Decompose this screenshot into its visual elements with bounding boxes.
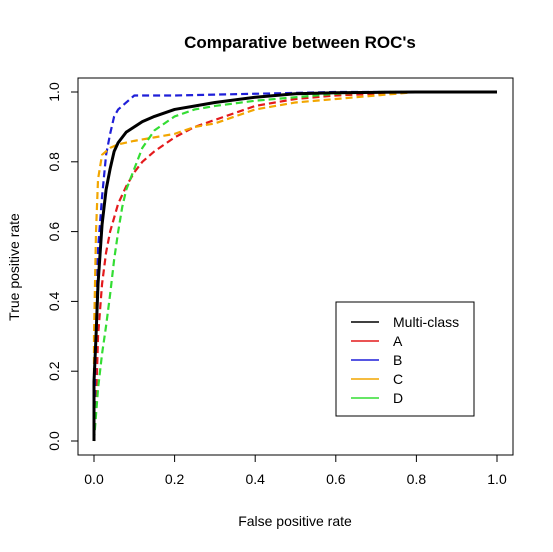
y-tick-label: 0.8 bbox=[46, 152, 62, 172]
x-tick-label: 0.6 bbox=[326, 471, 346, 487]
x-axis-label: False positive rate bbox=[238, 513, 352, 529]
series-line-multi-class bbox=[92, 90, 497, 441]
roc-curves bbox=[92, 90, 497, 442]
series-line-c bbox=[92, 90, 497, 441]
x-tick-label: 0.4 bbox=[245, 471, 265, 487]
legend-label: Multi-class bbox=[393, 314, 459, 330]
series-line-a bbox=[92, 90, 497, 442]
y-tick-label: 0.2 bbox=[46, 361, 62, 381]
series-line-d bbox=[92, 90, 497, 442]
x-tick-label: 0.8 bbox=[407, 471, 427, 487]
legend-label: B bbox=[393, 352, 402, 368]
legend-box bbox=[335, 301, 475, 417]
x-tick-label: 0.0 bbox=[84, 471, 104, 487]
legend-label: C bbox=[393, 371, 403, 387]
x-tick-label: 1.0 bbox=[487, 471, 507, 487]
y-tick-label: 0.6 bbox=[46, 222, 62, 242]
series-line-b bbox=[92, 90, 497, 442]
y-tick-label: 1.0 bbox=[46, 82, 62, 102]
chart-title: Comparative between ROC's bbox=[184, 33, 416, 52]
y-axis-label: True positive rate bbox=[6, 213, 22, 321]
y-tick-label: 0.4 bbox=[46, 291, 62, 311]
legend-label: D bbox=[393, 390, 403, 406]
legend-label: A bbox=[393, 333, 403, 349]
axis-ticks: 0.0 0.2 0.4 0.6 0.8 1.0 0.0 0.2 0.4 0.6 0.8 1.0 bbox=[46, 82, 507, 487]
y-tick-label: 0.0 bbox=[46, 431, 62, 451]
x-tick-label: 0.2 bbox=[165, 471, 185, 487]
